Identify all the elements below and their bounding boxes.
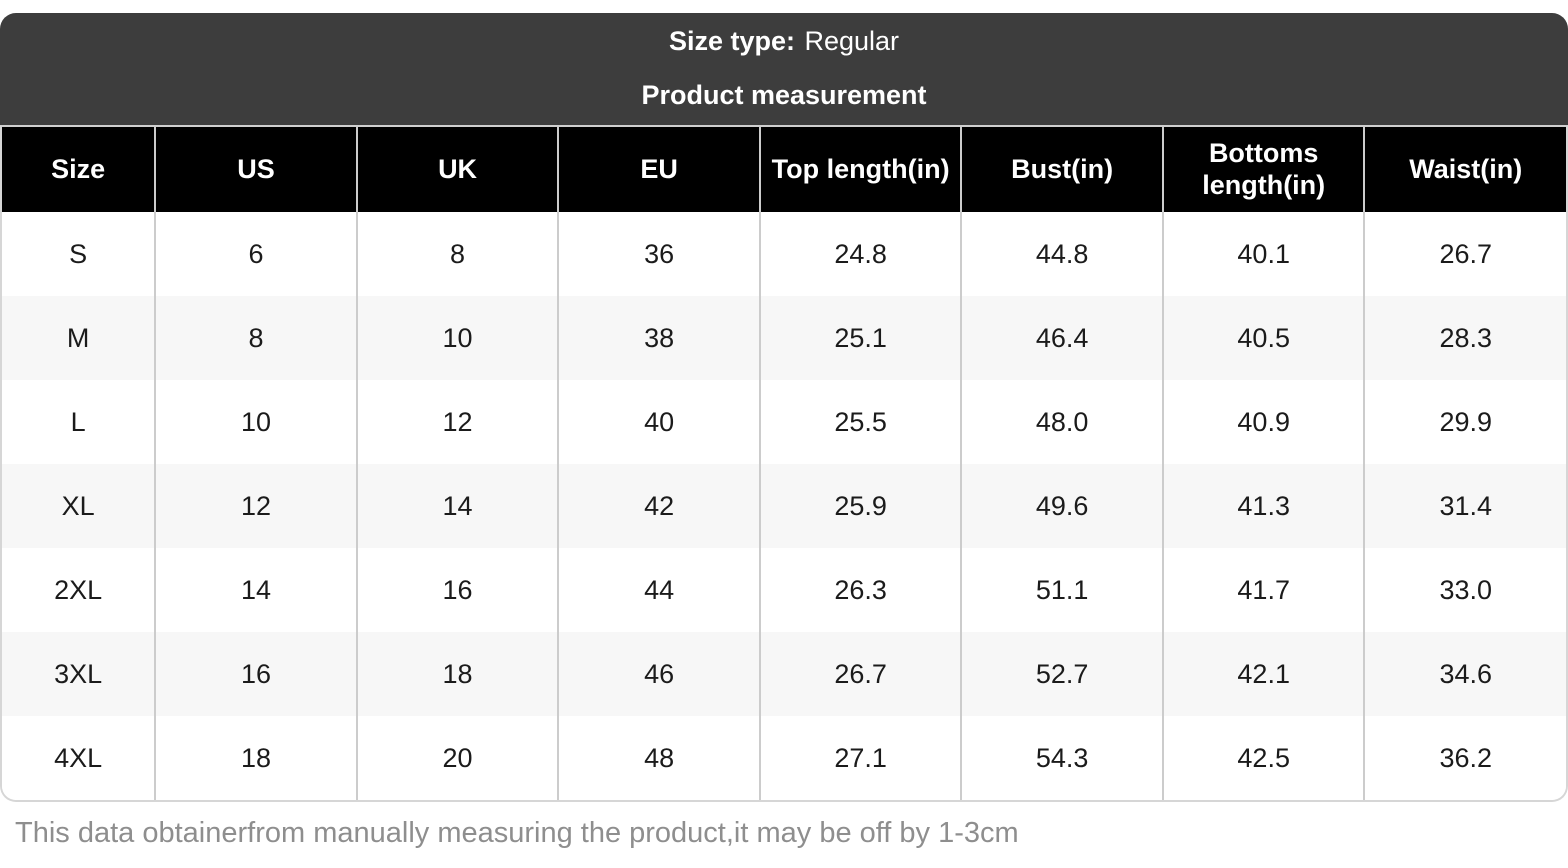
table-cell: 24.8 bbox=[758, 212, 962, 296]
table-cell: 38 bbox=[557, 296, 760, 380]
table-cell: 42 bbox=[557, 464, 760, 548]
size-cell: XL bbox=[2, 464, 156, 548]
table-cell: 48 bbox=[557, 716, 760, 800]
table-cell: 44 bbox=[557, 548, 760, 632]
table-row: M 8 10 38 25.1 46.4 40.5 28.3 bbox=[2, 296, 1566, 380]
column-header-waist: Waist(in) bbox=[1363, 127, 1566, 212]
table-cell: 46.4 bbox=[960, 296, 1163, 380]
table-cell: 40 bbox=[557, 380, 760, 464]
table-cell: 36 bbox=[557, 212, 760, 296]
table-cell: 25.5 bbox=[758, 380, 962, 464]
table-row: S 6 8 36 24.8 44.8 40.1 26.7 bbox=[2, 212, 1566, 296]
table-cell: 27.1 bbox=[758, 716, 962, 800]
column-header-us: US bbox=[154, 127, 357, 212]
size-cell: 3XL bbox=[2, 632, 156, 716]
measurement-disclaimer: This data obtainerfrom manually measurin… bbox=[15, 817, 1019, 849]
column-header-top-length: Top length(in) bbox=[758, 127, 962, 212]
table-cell: 26.7 bbox=[758, 632, 962, 716]
column-header-size: Size bbox=[2, 127, 156, 212]
size-cell: 2XL bbox=[2, 548, 156, 632]
size-type-label: Size type: bbox=[668, 26, 796, 57]
size-chart-table-wrapper: Size US UK EU Top length(in) Bust(in) Bo… bbox=[0, 125, 1568, 802]
table-cell: 25.9 bbox=[758, 464, 962, 548]
table-row: 4XL 18 20 48 27.1 54.3 42.5 36.2 bbox=[2, 716, 1566, 800]
table-cell: 26.3 bbox=[758, 548, 962, 632]
table-cell: 40.1 bbox=[1161, 212, 1365, 296]
size-type-banner: Size type: Regular Product measurement bbox=[0, 13, 1568, 125]
table-cell: 36.2 bbox=[1363, 716, 1566, 800]
size-cell: S bbox=[2, 212, 156, 296]
table-cell: 40.9 bbox=[1161, 380, 1365, 464]
table-cell: 34.6 bbox=[1363, 632, 1566, 716]
table-cell: 10 bbox=[355, 296, 559, 380]
table-row: 2XL 14 16 44 26.3 51.1 41.7 33.0 bbox=[2, 548, 1566, 632]
table-cell: 10 bbox=[154, 380, 357, 464]
table-cell: 42.5 bbox=[1161, 716, 1365, 800]
table-cell: 48.0 bbox=[960, 380, 1163, 464]
table-cell: 41.7 bbox=[1161, 548, 1365, 632]
table-row: L 10 12 40 25.5 48.0 40.9 29.9 bbox=[2, 380, 1566, 464]
table-cell: 54.3 bbox=[960, 716, 1163, 800]
column-header-eu: EU bbox=[557, 127, 760, 212]
table-cell: 16 bbox=[154, 632, 357, 716]
table-cell: 44.8 bbox=[960, 212, 1163, 296]
table-cell: 31.4 bbox=[1363, 464, 1566, 548]
column-header-uk: UK bbox=[355, 127, 559, 212]
size-cell: L bbox=[2, 380, 156, 464]
table-cell: 8 bbox=[154, 296, 357, 380]
table-cell: 16 bbox=[355, 548, 559, 632]
table-cell: 52.7 bbox=[960, 632, 1163, 716]
header-row: Size US UK EU Top length(in) Bust(in) Bo… bbox=[2, 127, 1566, 212]
table-cell: 40.5 bbox=[1161, 296, 1365, 380]
column-header-bottoms-length: Bottoms length(in) bbox=[1161, 127, 1365, 212]
table-row: XL 12 14 42 25.9 49.6 41.3 31.4 bbox=[2, 464, 1566, 548]
table-cell: 12 bbox=[154, 464, 357, 548]
product-measurement-title: Product measurement bbox=[641, 80, 927, 110]
table-cell: 14 bbox=[154, 548, 357, 632]
table-cell: 18 bbox=[355, 632, 559, 716]
table-cell: 25.1 bbox=[758, 296, 962, 380]
size-cell: 4XL bbox=[2, 716, 156, 800]
table-cell: 28.3 bbox=[1363, 296, 1566, 380]
table-cell: 8 bbox=[355, 212, 559, 296]
size-cell: M bbox=[2, 296, 156, 380]
table-cell: 20 bbox=[355, 716, 559, 800]
table-cell: 26.7 bbox=[1363, 212, 1566, 296]
table-cell: 51.1 bbox=[960, 548, 1163, 632]
table-row: 3XL 16 18 46 26.7 52.7 42.1 34.6 bbox=[2, 632, 1566, 716]
table-cell: 42.1 bbox=[1161, 632, 1365, 716]
size-type-line: Size type: Regular bbox=[668, 26, 900, 57]
table-cell: 29.9 bbox=[1363, 380, 1566, 464]
column-header-bust: Bust(in) bbox=[960, 127, 1163, 212]
table-cell: 33.0 bbox=[1363, 548, 1566, 632]
table-cell: 49.6 bbox=[960, 464, 1163, 548]
table-cell: 18 bbox=[154, 716, 357, 800]
table-cell: 14 bbox=[355, 464, 559, 548]
size-type-value: Regular bbox=[804, 26, 900, 57]
table-cell: 46 bbox=[557, 632, 760, 716]
table-cell: 6 bbox=[154, 212, 357, 296]
table-cell: 12 bbox=[355, 380, 559, 464]
table-cell: 41.3 bbox=[1161, 464, 1365, 548]
size-chart-table: Size US UK EU Top length(in) Bust(in) Bo… bbox=[2, 127, 1566, 800]
